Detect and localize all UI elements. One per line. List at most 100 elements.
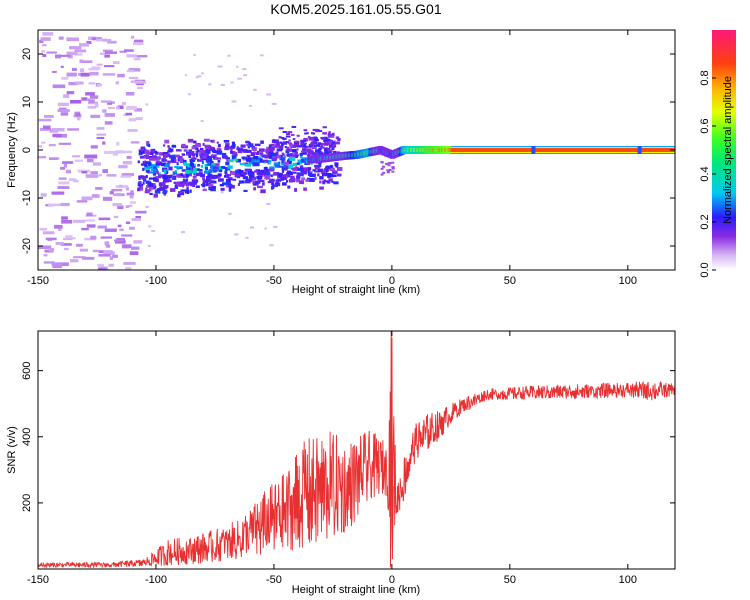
heatmap-cell: [208, 146, 214, 149]
heatmap-cell: [128, 204, 133, 207]
heatmap-cell: [226, 174, 230, 179]
heatmap-cell: [41, 50, 46, 53]
heatmap-cell: [286, 161, 292, 165]
heatmap-cell: [290, 133, 295, 136]
heatmap-cell: [215, 175, 221, 179]
heatmap-cell: [260, 169, 265, 174]
heatmap-cell: [145, 164, 152, 169]
heatmap-cell: [192, 179, 199, 183]
heatmap-cell: [122, 244, 132, 249]
heatmap-cell: [156, 161, 161, 164]
heatmap-cell: [206, 149, 211, 154]
heatmap-cell: [152, 172, 157, 176]
heatmap-cell: [42, 125, 51, 130]
heatmap-cell: [268, 168, 275, 172]
heatmap-cell: [303, 187, 307, 191]
heatmap-cell: [185, 170, 190, 174]
heatmap-cell: [126, 54, 137, 58]
heatmap-cell: [200, 120, 204, 123]
heatmap-cell: [310, 132, 315, 135]
heatmap-cell: [154, 190, 161, 194]
heatmap-cell: [58, 36, 64, 40]
heatmap-cell: [312, 128, 317, 131]
heatmap-cell: [267, 180, 273, 184]
heatmap-cell: [169, 155, 175, 159]
heatmap-cell: [74, 49, 87, 53]
heatmap-cell: [289, 144, 293, 147]
heatmap-cell: [387, 164, 391, 167]
heatmap-cell: [75, 81, 84, 85]
heatmap-cell: [155, 162, 161, 166]
colorbar-tick-label: 0.4: [699, 166, 711, 181]
heatmap-cell: [205, 178, 210, 183]
heatmap-cell: [257, 178, 261, 182]
heatmap-cell: [292, 167, 298, 171]
heatmap-cell: [208, 172, 211, 177]
heatmap-cell: [68, 82, 78, 86]
heatmap-cell: [115, 240, 126, 244]
heatmap-cell: [279, 145, 284, 148]
heatmap-cell: [271, 186, 274, 190]
heatmap-cell: [120, 175, 132, 178]
snr-line-layer: [38, 331, 675, 569]
heatmap-cell: [297, 159, 304, 164]
heatmap-cell: [168, 166, 173, 171]
snr-y-ticks: 200 400 600: [21, 361, 675, 512]
heatmap-cell: [105, 244, 111, 248]
heatmap-cell: [307, 169, 310, 174]
heatmap-cell: [265, 177, 271, 180]
heatmap-cell: [69, 259, 79, 263]
spectrogram-heat-layer: [38, 32, 675, 270]
heatmap-cell: [328, 135, 331, 138]
heatmap-cell: [286, 153, 292, 156]
heatmap-cell: [67, 128, 80, 131]
heatmap-cell: [102, 49, 113, 52]
heatmap-cell: [104, 51, 118, 54]
heatmap-cell: [231, 100, 237, 103]
heatmap-cell: [202, 142, 205, 146]
heatmap-cell: [112, 61, 120, 65]
heatmap-cell: [145, 175, 148, 179]
heatmap-cell: [38, 118, 52, 122]
heatmap-cell: [127, 129, 138, 132]
heatmap-cell: [232, 153, 238, 157]
heatmap-cell: [283, 137, 287, 140]
heatmap-cell: [254, 143, 261, 147]
heatmap-cell: [212, 150, 217, 154]
heatmap-cell: [219, 183, 224, 187]
heatmap-cell: [299, 172, 304, 175]
heatmap-cell: [98, 217, 111, 221]
heatmap-cell: [296, 177, 300, 181]
heatmap-cell: [235, 169, 238, 174]
heatmap-cell: [63, 94, 70, 98]
heatmap-cell: [245, 180, 251, 184]
heatmap-cell: [281, 136, 285, 139]
heatmap-cell: [76, 200, 88, 203]
heatmap-cell: [147, 245, 151, 248]
heatmap-cell: [109, 256, 114, 260]
heatmap-cell: [48, 157, 58, 160]
heatmap-cell: [96, 63, 103, 66]
heatmap-cell: [185, 74, 188, 77]
heatmap-cell: [133, 42, 144, 46]
heatmap-cell: [170, 158, 175, 163]
heatmap-cell: [174, 184, 180, 187]
heatmap-cell: [165, 170, 169, 174]
heatmap-cell: [186, 173, 189, 178]
heatmap-cell: [157, 174, 164, 178]
heatmap-cell: [90, 171, 98, 175]
heatmap-cell: [58, 181, 70, 185]
heatmap-cell: [327, 149, 333, 152]
heatmap-cell: [283, 162, 289, 166]
heatmap-cell: [281, 152, 284, 155]
heatmap-cell: [273, 171, 280, 176]
heatmap-cell: [226, 157, 231, 160]
heatmap-cell: [124, 49, 134, 52]
heatmap-cell: [326, 148, 329, 152]
heatmap-cell: [324, 180, 329, 183]
heatmap-cell: [66, 91, 75, 95]
heatmap-cell: [181, 169, 187, 172]
heatmap-cell: [61, 216, 68, 220]
heatmap-cell: [167, 149, 173, 153]
heatmap-cell: [246, 143, 251, 147]
